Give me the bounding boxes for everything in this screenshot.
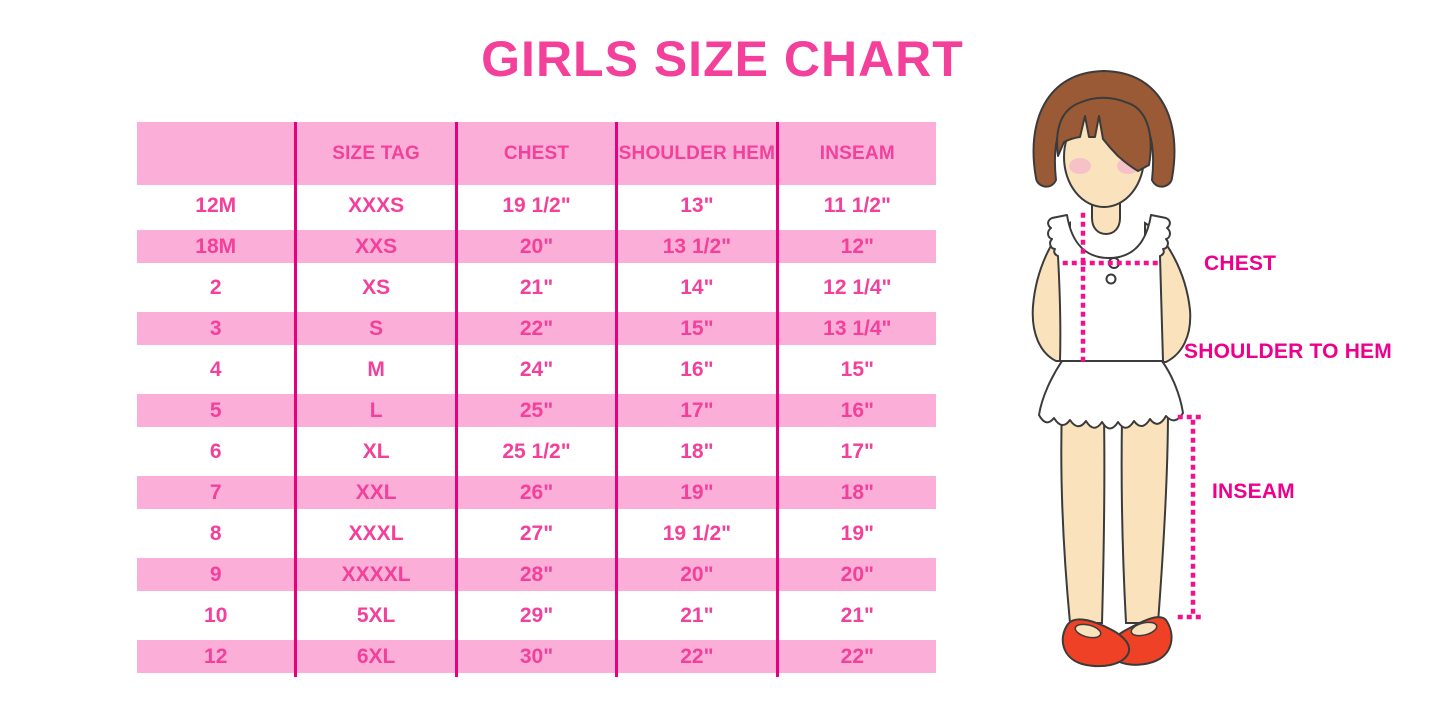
table-cell: S: [297, 308, 458, 349]
girl-top-button-2: [1105, 273, 1117, 285]
size-table: SIZE TAG CHEST SHOULDER HEM INSEAM 12M XXXS 1…: [137, 122, 936, 677]
table-cell: 5XL: [297, 595, 458, 636]
table-cell: 15": [618, 308, 779, 349]
table-row: 3 S 22" 15" 13 1/4": [137, 308, 936, 349]
table-cell: 2: [137, 267, 298, 308]
table-cell: XXXS: [297, 185, 458, 226]
table-cell: 22": [618, 636, 779, 677]
table-cell: 6: [137, 431, 298, 472]
table-cell: 13": [618, 185, 779, 226]
table-cell: 22": [840, 644, 874, 668]
page-title: GIRLS SIZE CHART: [481, 31, 964, 87]
table-cell: 21": [840, 603, 874, 627]
girl-blush-left: [1069, 158, 1091, 174]
table-cell: 13 1/4": [823, 316, 892, 340]
table-cell: 18": [840, 480, 874, 504]
table-cell: 20": [840, 562, 874, 586]
header-cell: SHOULDER HEM: [618, 122, 779, 185]
table-cell: XXXXL: [297, 554, 458, 595]
table-cell: 10: [137, 595, 298, 636]
table-cell: 7: [137, 472, 298, 513]
table-cell: 26": [458, 472, 619, 513]
table-cell: 22": [458, 308, 619, 349]
table-cell: 24": [458, 349, 619, 390]
table-header-row: SIZE TAG CHEST SHOULDER HEM INSEAM: [137, 122, 936, 185]
table-cell: 3: [137, 308, 298, 349]
table-row: 2 XS 21" 14" 12 1/4": [137, 267, 936, 308]
table-cell: 4: [137, 349, 298, 390]
table-cell: 28": [458, 554, 619, 595]
table-cell: 12: [137, 636, 298, 677]
chest-label: CHEST: [1204, 252, 1277, 275]
girl-hair: [1032, 70, 1176, 188]
table-cell: XL: [297, 431, 458, 472]
table-cell: 15": [840, 357, 874, 381]
header-cell: SIZE TAG: [297, 122, 458, 185]
table-row: 4 M 24" 16" 15": [137, 349, 936, 390]
table-cell: 14": [618, 267, 779, 308]
shoulder-to-hem-label: SHOULDER TO HEM: [1184, 340, 1392, 363]
header-cell: INSEAM: [819, 142, 895, 164]
table-cell: XS: [297, 267, 458, 308]
table-cell: 30": [458, 636, 619, 677]
table-cell: 27": [458, 513, 619, 554]
table-cell: 19": [840, 521, 874, 545]
table-cell: 19 1/2": [618, 513, 779, 554]
table-cell: 25": [458, 390, 619, 431]
table-cell: 12M: [137, 185, 298, 226]
girl-illustration: [1031, 70, 1210, 668]
table-cell: 29": [458, 595, 619, 636]
table-cell: 17": [840, 439, 874, 463]
table-row: 12M XXXS 19 1/2" 13" 11 1/2": [137, 185, 936, 226]
girl-shoe-left: [1061, 618, 1131, 668]
table-cell: 25 1/2": [458, 431, 619, 472]
table-cell: XXXL: [297, 513, 458, 554]
table-row: 10 5XL 29" 21" 21": [137, 595, 936, 636]
table-row: 6 XL 25 1/2" 18" 17": [137, 431, 936, 472]
girl-leg-right: [1120, 408, 1170, 624]
table-cell: 9: [137, 554, 298, 595]
table-cell: 16": [840, 398, 874, 422]
girl-top: [1047, 214, 1171, 362]
table-cell: 20": [618, 554, 779, 595]
table-row: 9 XXXXL 28" 20" 20": [137, 554, 936, 595]
table-cell: M: [297, 349, 458, 390]
table-row: 5 L 25" 17" 16": [137, 390, 936, 431]
table-cell: 12": [840, 234, 874, 258]
table-cell: 12 1/4": [823, 275, 892, 299]
table-row: 12 6XL 30" 22" 22": [137, 636, 936, 677]
table-row: 7 XXL 26" 19" 18": [137, 472, 936, 513]
table-cell: 6XL: [297, 636, 458, 677]
table-cell: 19 1/2": [458, 185, 619, 226]
table-cell: 8: [137, 513, 298, 554]
table-body: 12M XXXS 19 1/2" 13" 11 1/2" 18M XXS 20" 13 1/2"…: [137, 185, 936, 677]
table-cell: 21": [458, 267, 619, 308]
table-cell: 11 1/2": [823, 193, 891, 217]
table-cell: 18": [618, 431, 779, 472]
table-cell: 20": [458, 226, 619, 267]
table-cell: XXS: [297, 226, 458, 267]
table-cell: L: [297, 390, 458, 431]
table-cell: 17": [618, 390, 779, 431]
table-cell: 21": [618, 595, 779, 636]
table-cell: 13 1/2": [618, 226, 779, 267]
girl-skirt: [1038, 360, 1184, 430]
girl-leg-left: [1060, 406, 1106, 624]
table-row: 18M XXS 20" 13 1/2" 12": [137, 226, 936, 267]
inseam-label: INSEAM: [1212, 480, 1295, 503]
table-cell: XXL: [297, 472, 458, 513]
table-cell: 19": [618, 472, 779, 513]
girl-bangs: [1056, 96, 1152, 172]
table-cell: 16": [618, 349, 779, 390]
header-cell: [137, 122, 298, 185]
table-cell: 5: [137, 390, 298, 431]
table-cell: 18M: [137, 226, 298, 267]
header-cell: CHEST: [458, 122, 619, 185]
table-row: 8 XXXL 27" 19 1/2" 19": [137, 513, 936, 554]
